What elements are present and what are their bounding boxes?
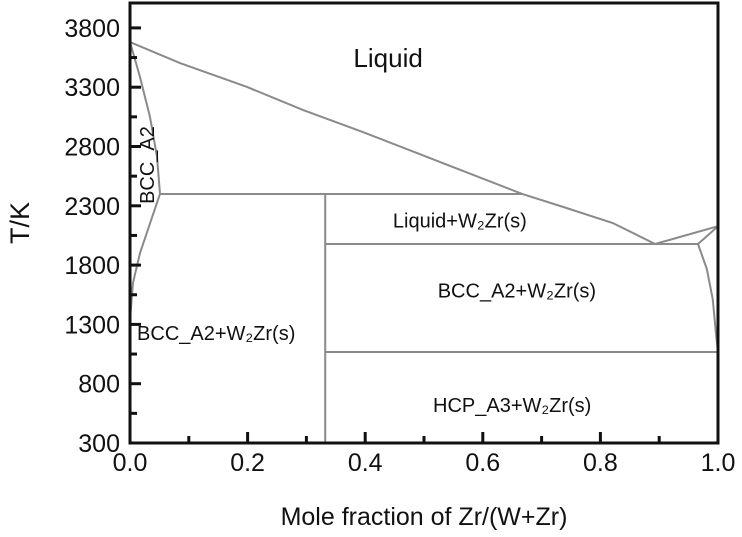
y-tick-label: 3300 — [64, 74, 120, 102]
phase-boundary-line — [697, 243, 719, 353]
x-tick-label: 0.4 — [348, 449, 383, 477]
phase-boundary-line — [129, 41, 161, 195]
x-tick-label: 0.8 — [583, 449, 618, 477]
x-axis-label: Mole fraction of Zr/(W+Zr) — [281, 503, 568, 531]
region-label: HCP_A3+W₂Zr(s) — [433, 395, 591, 417]
region-label: BCC_A2+W₂Zr(s) — [137, 323, 295, 345]
phase-boundaries — [129, 41, 719, 443]
axis-ticks — [128, 26, 720, 445]
y-axis-label: T/K — [5, 202, 35, 244]
x-tick-label: 1.0 — [701, 449, 736, 477]
y-tick-label: 3800 — [64, 15, 120, 43]
x-tick-label: 0.0 — [113, 449, 148, 477]
region-labels: Liquid BCC_A2 Liquid+W₂Zr(s) BCC_A2+W₂Zr(s)… — [137, 43, 596, 417]
region-label: BCC_A2 — [137, 126, 159, 204]
y-tick-label: 2800 — [64, 134, 120, 162]
phase-boundary-line — [129, 193, 161, 321]
region-label: Liquid+W₂Zr(s) — [393, 210, 527, 232]
region-label: Liquid — [353, 43, 422, 73]
x-tick-label: 0.2 — [230, 449, 265, 477]
region-label: BCC_A2+W₂Zr(s) — [438, 280, 596, 302]
y-tick-label: 800 — [78, 371, 120, 399]
plot-frame — [128, 1, 720, 445]
y-tick-label: 1800 — [64, 252, 120, 280]
phase-boundary-line — [129, 41, 656, 245]
y-tick-label: 2300 — [64, 193, 120, 221]
y-tick-label: 300 — [78, 430, 120, 458]
phase-boundary-line — [697, 225, 719, 245]
x-tick-label: 0.6 — [465, 449, 500, 477]
y-tick-label: 1300 — [64, 311, 120, 339]
phase-boundary-line — [654, 225, 719, 245]
